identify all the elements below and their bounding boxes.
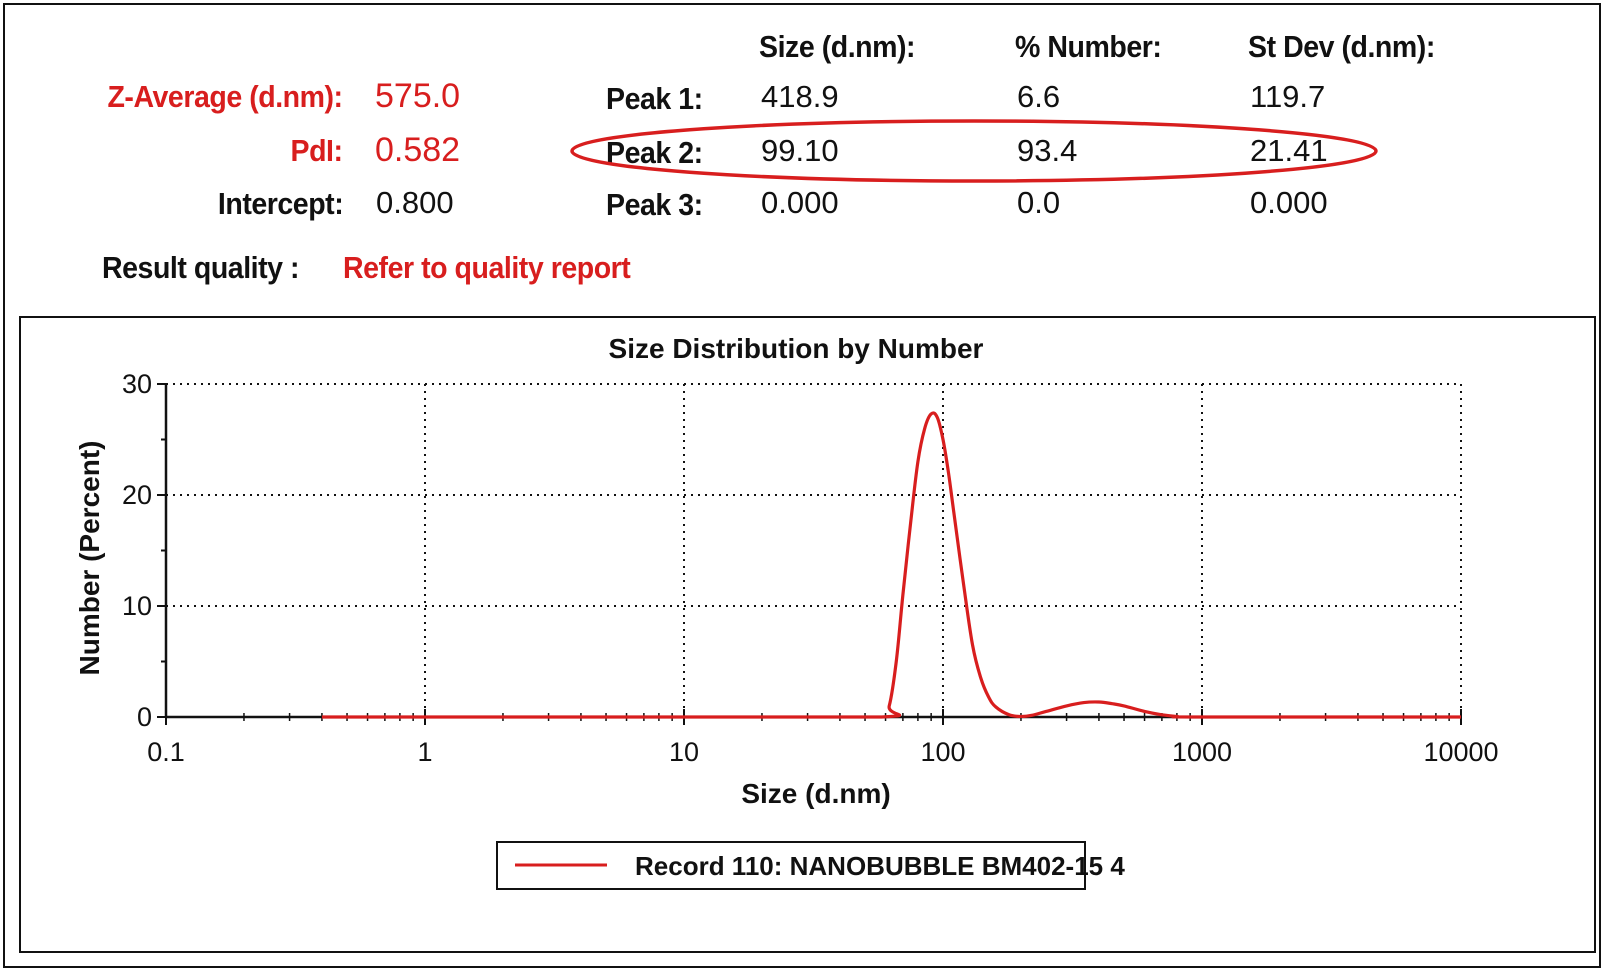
- y-tick-label: 30: [122, 369, 152, 399]
- peak-2-size: 99.10: [761, 133, 839, 168]
- peak-3-size: 0.000: [761, 185, 839, 220]
- peak-1-label: Peak 1:: [606, 81, 703, 116]
- x-tick-label: 1000: [1172, 737, 1232, 767]
- peak-2-stdev: 21.41: [1250, 133, 1328, 168]
- x-axis-label: Size (d.nm): [741, 778, 890, 809]
- x-tick-label: 1: [417, 737, 432, 767]
- y-tick-label: 0: [137, 702, 152, 732]
- result-quality-value: Refer to quality report: [343, 250, 631, 285]
- peak-2-percent: 93.4: [1017, 133, 1078, 168]
- intercept-label: Intercept:: [217, 186, 344, 221]
- chart-title: Size Distribution by Number: [609, 333, 984, 364]
- header-st-dev: St Dev (d.nm):: [1248, 29, 1435, 64]
- y-tick-label: 10: [122, 591, 152, 621]
- peak-3-percent: 0.0: [1017, 185, 1061, 220]
- series-layer: [321, 411, 1461, 719]
- result-quality-label: Result quality :: [102, 250, 300, 285]
- legend: Record 110: NANOBUBBLE BM402-15 4: [496, 841, 1125, 890]
- chart-panel: Size Distribution by Number 0.1 1 10 100 100…: [19, 316, 1596, 953]
- series-line: [321, 411, 1461, 719]
- peak-1-percent: 6.6: [1017, 79, 1061, 114]
- z-average-value: 575.0: [375, 77, 461, 115]
- report-frame: Z-Average (d.nm): 575.0 PdI: 0.582 Inter…: [3, 3, 1601, 968]
- peak-1-size: 418.9: [761, 79, 839, 114]
- legend-label: Record 110: NANOBUBBLE BM402-15 4: [635, 851, 1125, 881]
- peak-3-stdev: 0.000: [1250, 185, 1328, 220]
- z-average-label: Z-Average (d.nm):: [107, 79, 344, 114]
- size-distribution-chart: Size Distribution by Number 0.1 1 10 100 100…: [74, 333, 1499, 890]
- peak-3-label: Peak 3:: [606, 187, 703, 222]
- y-axis-label: Number (Percent): [74, 441, 105, 676]
- pdi-value: 0.582: [375, 131, 461, 169]
- header-percent-number: % Number:: [1015, 29, 1162, 64]
- axes: 0.1 1 10 100 1000 10000 0 10 20 30: [122, 369, 1499, 767]
- x-tick-label: 10: [669, 737, 699, 767]
- y-tick-label: 20: [122, 480, 152, 510]
- pdi-label: PdI:: [290, 133, 343, 168]
- intercept-value: 0.800: [376, 185, 454, 220]
- grid-lines: [166, 383, 1462, 717]
- header-size: Size (d.nm):: [759, 29, 916, 64]
- peak-2-highlight-ellipse: [570, 119, 1378, 183]
- peak-1-stdev: 119.7: [1250, 79, 1326, 114]
- x-tick-label: 100: [920, 737, 965, 767]
- x-tick-label: 0.1: [147, 737, 185, 767]
- x-tick-label: 10000: [1423, 737, 1498, 767]
